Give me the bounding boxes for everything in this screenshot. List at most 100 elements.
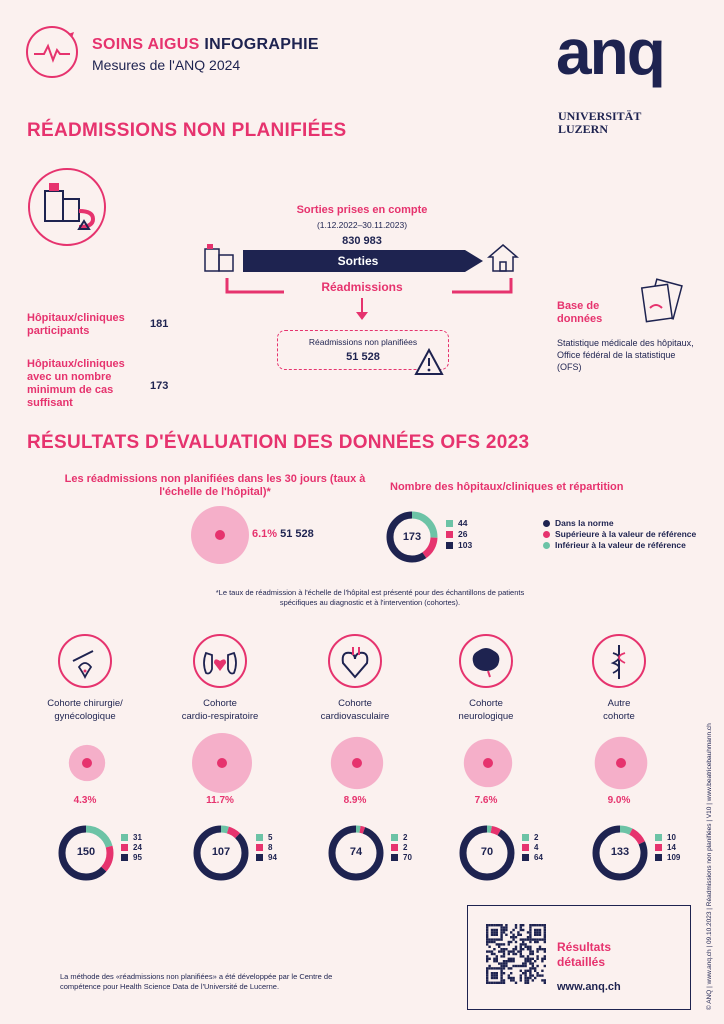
cohort-norm: 70 — [403, 853, 412, 862]
hospital-small-icon — [203, 243, 237, 278]
scalpel-uterus-icon — [57, 633, 113, 694]
cohort-inf: 31 — [133, 833, 142, 842]
cohort-label-line1: Cohorte — [338, 698, 372, 709]
teal-square-icon — [391, 834, 398, 842]
cohort-label: Autre cohorte — [559, 697, 679, 723]
overall-rate-circle — [190, 505, 250, 570]
donut-segment-norm — [459, 825, 515, 881]
pink-square-icon — [391, 844, 398, 852]
database-text: Statistique médicale des hôpitaux, Offic… — [557, 338, 694, 372]
legend: Dans la norme Supérieure à la valeur de … — [543, 518, 696, 551]
navy-square-icon — [522, 854, 529, 862]
sorties-bar-label: Sorties — [337, 254, 379, 268]
results-label: Résultats détaillés — [557, 940, 612, 969]
anq-logo: anq — [556, 16, 701, 109]
overall-total: 173 — [402, 531, 422, 543]
documents-icon — [634, 278, 686, 333]
pink-square-icon — [121, 844, 128, 852]
cohort-counts: 5 8 94 — [256, 833, 277, 863]
cohort-label-line1: Cohorte chirurgie/ — [47, 698, 123, 709]
overall-sup-count: 26 — [458, 529, 468, 539]
overall-rate: 6.1% — [252, 528, 278, 540]
cohort-rate-circle — [190, 731, 254, 800]
header-subtitle: Mesures de l'ANQ 2024 — [92, 57, 241, 73]
home-icon — [486, 243, 520, 278]
cohort-total: 150 — [76, 846, 96, 858]
donut-segment-norm — [58, 825, 114, 881]
cohort-counts: 2 2 70 — [391, 833, 412, 863]
teal-square-icon — [522, 834, 529, 842]
donut-segment-norm — [328, 825, 384, 881]
cohort-inf: 10 — [667, 833, 676, 842]
cohort-total: 133 — [610, 846, 630, 858]
cohort-rate-circle — [55, 731, 119, 800]
cohort-label-line1: Cohorte — [203, 698, 237, 709]
cohort-label: Cohorte cardiovasculaire — [295, 697, 415, 723]
brain-icon — [458, 633, 514, 694]
cohort-total: 74 — [349, 846, 363, 858]
cohort-rate: 8.9% — [343, 795, 367, 806]
method-note: La méthode des «réadmissions non planifi… — [60, 972, 333, 991]
cohort-rate-circle — [589, 731, 653, 800]
warning-icon — [414, 347, 444, 381]
navy-square-icon — [121, 854, 128, 862]
pink-dot-icon — [543, 531, 550, 539]
cohort-total: 107 — [211, 846, 231, 858]
qr-code-icon[interactable] — [486, 924, 546, 989]
sorties-block: Sorties prises en compte (1.12.2022–30.1… — [272, 204, 452, 247]
navy-square-icon — [446, 542, 453, 550]
pink-square-icon — [522, 844, 529, 852]
pink-square-icon — [256, 844, 263, 852]
sorties-value: 830 983 — [342, 235, 382, 247]
min-cases-value: 173 — [150, 380, 169, 392]
caduceus-icon — [591, 633, 647, 694]
cohort-norm: 64 — [534, 853, 543, 862]
cohort-rate: 9.0% — [607, 795, 631, 806]
participants-label: Hôpitaux/cliniques participants — [27, 312, 125, 337]
cohort-total: 70 — [480, 846, 494, 858]
readm-box-label: Réadmissions non planifiées — [308, 337, 418, 347]
navy-square-icon — [256, 854, 263, 862]
cohort-norm: 94 — [268, 853, 277, 862]
cohort-donut — [458, 824, 516, 887]
overall-counts: 44 26 103 — [446, 518, 472, 551]
readmissions-label: Réadmissions — [321, 280, 403, 294]
cohort-sup: 14 — [667, 843, 676, 852]
cohort-label-line2: cardio-respiratoire — [181, 711, 259, 722]
overall-donut — [385, 510, 439, 569]
pink-square-icon — [655, 844, 662, 852]
cohort-label: Cohorte chirurgie/ gynécologique — [25, 697, 145, 723]
section2-title: RÉSULTATS D'ÉVALUATION DES DONNÉES OFS 2… — [27, 432, 530, 453]
cohort-rate-circle — [456, 731, 520, 800]
overall-norm-count: 103 — [458, 540, 473, 550]
teal-square-icon — [655, 834, 662, 842]
hospital-readmission-icon — [27, 167, 107, 252]
cohort-label-line2: neurologique — [458, 711, 514, 722]
cohort-inf: 5 — [268, 833, 273, 842]
header-title: SOINS AIGUS INFOGRAPHIE — [92, 36, 319, 54]
sorties-period: (1.12.2022–30.11.2023) — [316, 220, 408, 230]
cohort-sup: 8 — [268, 843, 273, 852]
results-url[interactable]: www.anq.ch — [557, 981, 621, 993]
cohort-inf: 2 — [403, 833, 408, 842]
cohort-rate: 11.7% — [206, 795, 234, 806]
cohort-sup: 24 — [133, 843, 142, 852]
cohort-counts: 31 24 95 — [121, 833, 142, 863]
cohort-label: Cohorte neurologique — [426, 697, 546, 723]
footnote: *Le taux de réadmission à l'échelle de l… — [215, 588, 525, 607]
teal-dot-icon — [543, 542, 550, 550]
readmissions-box: Réadmissions non planifiées 51 528 — [277, 330, 449, 370]
donut-segment-norm — [193, 825, 249, 881]
cohort-label-line2: cohorte — [603, 711, 635, 722]
results-card: Résultats détaillés www.anq.ch — [467, 905, 691, 1010]
cohort-label-line1: Autre — [607, 698, 631, 709]
cohort-counts: 10 14 109 — [655, 833, 680, 863]
svg-text:anq: anq — [556, 22, 664, 88]
cohort-label-line2: cardiovasculaire — [320, 711, 390, 722]
navy-square-icon — [391, 854, 398, 862]
sorties-label: Sorties prises en compte — [296, 204, 428, 216]
teal-square-icon — [121, 834, 128, 842]
rate-heading: Les réadmissions non planifiées dans les… — [64, 473, 366, 498]
teal-square-icon — [256, 834, 263, 842]
pink-square-icon — [446, 531, 453, 539]
